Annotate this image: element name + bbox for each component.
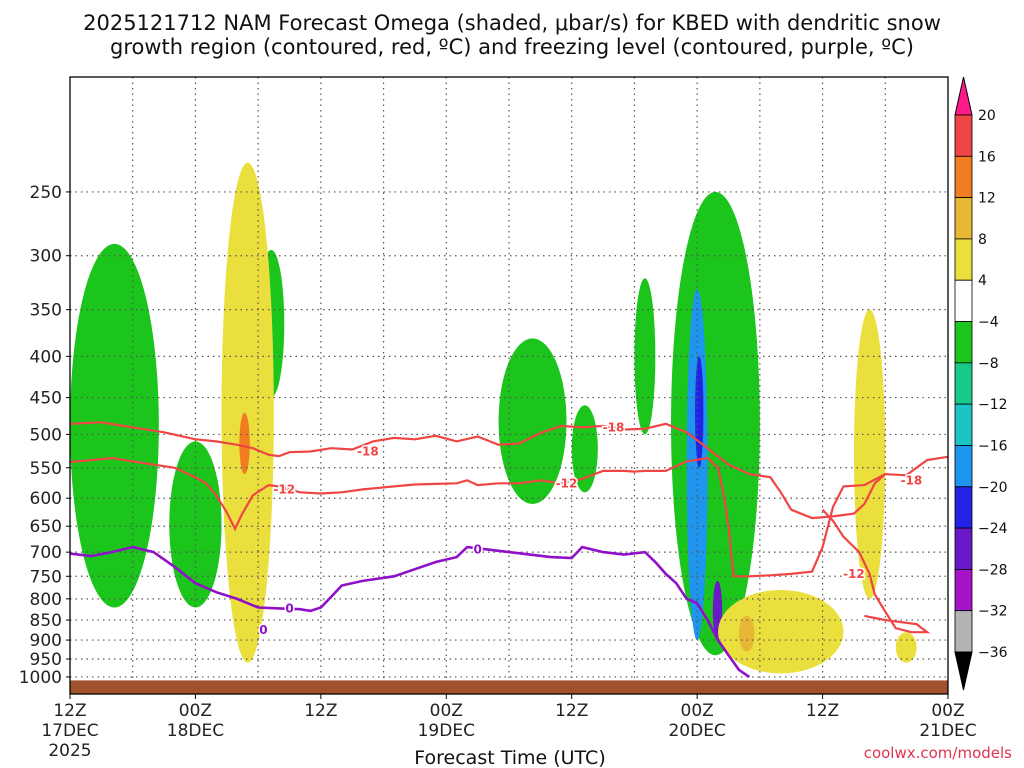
x-tick-time-5: 00Z xyxy=(681,701,714,721)
y-tick-500: 500 xyxy=(30,425,62,445)
omega-region-14 xyxy=(853,309,886,599)
colorbar-bottom-arrow xyxy=(954,651,973,691)
dgz-contour-2 xyxy=(821,508,931,634)
contours-layer: -18 -12 -12 -18 -18 -12 0 0 0 xyxy=(70,419,948,678)
freezing-label-0: 0 xyxy=(285,601,293,615)
colorbar-label-9: −20 xyxy=(978,480,1008,496)
credit-text: coolwx.com/models xyxy=(864,744,1012,762)
omega-region-7 xyxy=(634,278,656,435)
x-axis-label: Forecast Time (UTC) xyxy=(414,747,605,768)
omega-region-5 xyxy=(498,338,567,504)
colorbar-label-3: 8 xyxy=(978,232,987,248)
x-tick-date-5: 20DEC xyxy=(668,721,725,741)
x-tick-time-4: 12Z xyxy=(555,701,588,721)
pressure-axis: 2503003504004505005506006507007508008509… xyxy=(19,183,70,688)
colorbar-box-5 xyxy=(954,321,973,364)
y-tick-400: 400 xyxy=(30,347,62,367)
omega-region-1 xyxy=(169,441,222,608)
chart-title-line2: growth region (contoured, red, ºC) and f… xyxy=(110,35,914,59)
omega-region-13 xyxy=(738,615,755,652)
omega-shading xyxy=(70,162,917,674)
colorbar-box-10 xyxy=(954,527,973,570)
dgz-label-4: -18 xyxy=(901,473,923,487)
x-tick-time-6: 12Z xyxy=(806,701,839,721)
y-tick-1000: 1000 xyxy=(19,668,62,688)
colorbar-top-arrow xyxy=(954,76,973,116)
y-tick-550: 550 xyxy=(30,459,62,479)
x-tick-time-3: 00Z xyxy=(430,701,463,721)
plot-grid xyxy=(70,77,948,694)
omega-region-4 xyxy=(239,412,250,475)
colorbar-label-13: −36 xyxy=(978,645,1008,661)
y-tick-800: 800 xyxy=(30,590,62,610)
y-tick-250: 250 xyxy=(30,183,62,203)
y-tick-600: 600 xyxy=(30,489,62,509)
colorbar-box-0 xyxy=(954,114,973,157)
colorbar-label-10: −24 xyxy=(978,521,1008,537)
colorbar-label-4: 4 xyxy=(978,273,987,289)
colorbar-label-1: 16 xyxy=(978,149,996,165)
dgz-label-1: -12 xyxy=(273,482,295,496)
chart-title-line1: 2025121712 NAM Forecast Omega (shaded, μ… xyxy=(83,11,941,35)
y-tick-750: 750 xyxy=(30,567,62,587)
omega-region-15 xyxy=(895,632,917,663)
y-tick-450: 450 xyxy=(30,389,62,409)
x-tick-year-0: 2025 xyxy=(48,741,91,761)
colorbar-label-5: −4 xyxy=(978,315,999,331)
x-tick-date-3: 19DEC xyxy=(418,721,475,741)
colorbar-label-0: 20 xyxy=(978,108,996,124)
omega-region-0 xyxy=(70,243,159,608)
terrain-band xyxy=(70,680,948,694)
colorbar-box-9 xyxy=(954,486,973,529)
colorbar-box-12 xyxy=(954,610,973,653)
plot-frame xyxy=(69,76,949,695)
y-tick-300: 300 xyxy=(30,247,62,267)
dgz-contour-1 xyxy=(70,456,886,578)
x-tick-time-7: 00Z xyxy=(931,701,964,721)
freezing-label-2: 0 xyxy=(259,623,267,637)
colorbar-label-8: −16 xyxy=(978,438,1008,454)
omega-region-12 xyxy=(718,590,844,674)
colorbar-box-4 xyxy=(954,279,973,322)
x-tick-date-0: 17DEC xyxy=(41,721,98,741)
colorbar-label-2: 12 xyxy=(978,191,996,207)
terrain-fill xyxy=(70,680,948,694)
y-tick-900: 900 xyxy=(30,631,62,651)
colorbar-box-8 xyxy=(954,445,973,488)
colorbar-box-3 xyxy=(954,238,973,281)
y-tick-850: 850 xyxy=(30,611,62,631)
dgz-label-3: -18 xyxy=(603,420,625,434)
omega-region-3 xyxy=(221,162,274,663)
x-tick-time-1: 00Z xyxy=(179,701,212,721)
colorbar-box-7 xyxy=(954,403,973,446)
colorbar-label-12: −32 xyxy=(978,604,1008,620)
freezing-label-1: 0 xyxy=(473,543,481,557)
colorbar-box-2 xyxy=(954,197,973,240)
colorbar-label-7: −12 xyxy=(978,397,1008,413)
y-tick-650: 650 xyxy=(30,517,62,537)
colorbar-box-6 xyxy=(954,362,973,405)
y-tick-700: 700 xyxy=(30,543,62,563)
dgz-label-5: -12 xyxy=(843,567,865,581)
y-tick-350: 350 xyxy=(30,301,62,321)
colorbar-box-11 xyxy=(954,568,973,612)
colorbar-label-11: −28 xyxy=(978,562,1008,578)
x-tick-date-7: 21DEC xyxy=(919,721,976,741)
x-tick-date-1: 18DEC xyxy=(167,721,224,741)
x-tick-time-0: 12Z xyxy=(53,701,86,721)
dgz-label-0: -18 xyxy=(357,444,379,458)
omega-region-10 xyxy=(695,356,704,468)
colorbar-label-6: −8 xyxy=(978,356,999,372)
colorbar: 20 16 12 8 4 −4 −8 −12 −16 −20 −24 −28 −32 −36 xyxy=(954,76,1008,691)
freezing-level-contour xyxy=(70,545,751,678)
x-tick-time-2: 12Z xyxy=(304,701,337,721)
colorbar-box-1 xyxy=(954,155,973,199)
y-tick-950: 950 xyxy=(30,650,62,670)
dgz-label-2: -12 xyxy=(556,476,578,490)
